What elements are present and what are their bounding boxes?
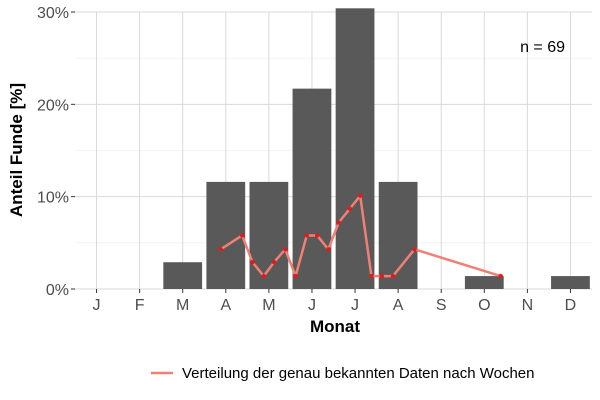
bar-8 (378, 181, 418, 289)
bars (163, 8, 590, 290)
y-tick-label: 10% (37, 190, 69, 207)
legend-label: Verteilung der genau bekannten Daten nac… (182, 365, 535, 382)
line-point-17 (498, 273, 503, 279)
line-point-16 (412, 247, 417, 252)
line-point-2 (250, 260, 255, 265)
x-tick-label: O (478, 297, 490, 314)
x-tick-label: J (93, 297, 101, 314)
line-point-4 (271, 260, 277, 265)
line-point-14 (379, 273, 384, 279)
line-point-7 (304, 233, 309, 238)
gridlines (75, 11, 592, 290)
y-tick-label: 0% (46, 282, 69, 299)
bar-3 (163, 262, 203, 289)
y-tick-label: 20% (37, 97, 69, 114)
line-point-0 (218, 247, 223, 252)
line-point-15 (390, 273, 396, 279)
x-tick-label: J (308, 297, 316, 314)
bar-7 (335, 8, 375, 289)
bar-5 (249, 181, 289, 289)
x-tick-label: F (135, 297, 145, 314)
bar-6 (292, 88, 332, 290)
line-point-9 (326, 247, 331, 252)
legend: Verteilung der genau bekannten Daten nac… (151, 365, 535, 382)
y-axis-ticks: 0% 10% 20% 30% (37, 5, 75, 299)
sample-size-annotation: n = 69 (520, 39, 565, 56)
bar-10 (464, 276, 504, 289)
x-axis-title: Monat (310, 317, 360, 336)
line-point-10 (336, 220, 341, 225)
line-point-13 (369, 273, 374, 279)
x-tick-label: D (565, 297, 577, 314)
y-tick-label: 30% (37, 5, 69, 22)
bar-12 (551, 276, 590, 289)
line-point-11 (347, 206, 353, 211)
x-tick-label: M (262, 297, 275, 314)
line-point-3 (261, 273, 266, 279)
x-tick-label: M (176, 297, 189, 314)
bar-4 (206, 181, 246, 289)
x-tick-label: S (436, 297, 447, 314)
x-tick-label: N (522, 297, 534, 314)
y-axis-title: Anteil Funde [%] (7, 83, 26, 217)
x-tick-label: A (393, 297, 404, 314)
x-tick-label: A (220, 297, 231, 314)
x-tick-label: J (351, 297, 359, 314)
line-point-12 (358, 193, 363, 198)
line-point-8 (314, 233, 320, 238)
line-point-6 (293, 273, 298, 279)
line-series (218, 193, 503, 279)
line-point-1 (239, 233, 245, 238)
line-point-5 (283, 247, 288, 252)
